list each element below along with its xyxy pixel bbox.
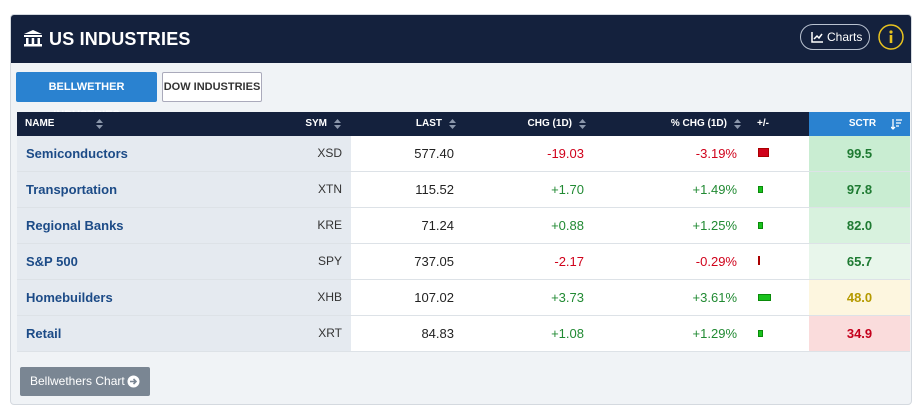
- sctr: 97.8: [809, 172, 910, 207]
- symbol: SPY: [231, 244, 351, 279]
- table-row: Retail XRT 84.83 +1.08 +1.29% 34.9: [17, 316, 910, 352]
- column-header[interactable]: CHG (1D): [466, 112, 596, 136]
- pct-change: -3.19%: [695, 146, 737, 161]
- symbol: XHB: [231, 280, 351, 315]
- change-bar: [758, 294, 771, 301]
- industry-name[interactable]: Transportation: [17, 172, 231, 207]
- column-label: NAME: [25, 118, 55, 129]
- sctr: 82.0: [809, 208, 910, 243]
- pct-change: +3.61%: [692, 290, 737, 305]
- column-header[interactable]: % CHG (1D): [596, 112, 751, 136]
- column-header[interactable]: LAST: [351, 112, 466, 136]
- symbol: XSD: [231, 136, 351, 171]
- column-header[interactable]: SYM: [231, 112, 351, 136]
- pct-change: +1.29%: [692, 326, 737, 341]
- tab[interactable]: BELLWETHER INDUSTRIES: [16, 72, 157, 121]
- charts-button[interactable]: Charts: [800, 24, 870, 50]
- last: 737.05: [414, 254, 454, 269]
- change-bar: [758, 256, 760, 265]
- pct-change: +1.49%: [692, 182, 737, 197]
- industry-name[interactable]: Regional Banks: [17, 208, 231, 243]
- change: -2.17: [554, 254, 584, 269]
- last: 107.02: [414, 290, 454, 305]
- table-row: Semiconductors XSD 577.40 -19.03 -3.19% 99.5: [17, 136, 910, 172]
- column-label: LAST: [415, 118, 442, 129]
- symbol: XRT: [231, 316, 351, 351]
- change-bar: [758, 330, 763, 337]
- table-row: Homebuilders XHB 107.02 +3.73 +3.61% 48.0: [17, 280, 910, 316]
- panel: US INDUSTRIES Charts BELLWETHER INDUSTRI…: [10, 14, 912, 405]
- charts-label: Charts: [827, 30, 863, 44]
- column-header[interactable]: +/-: [751, 112, 809, 136]
- header: US INDUSTRIES Charts: [11, 15, 911, 63]
- industry-name[interactable]: S&P 500: [17, 244, 231, 279]
- column-label: % CHG (1D): [670, 118, 727, 129]
- sctr: 48.0: [809, 280, 910, 315]
- footer-label: Bellwethers Chart: [30, 374, 125, 388]
- column-label: CHG (1D): [527, 118, 572, 129]
- sctr: 99.5: [809, 136, 910, 171]
- column-header[interactable]: NAME: [17, 112, 231, 136]
- change: +0.88: [551, 218, 584, 233]
- change: -19.03: [547, 146, 584, 161]
- change: +1.08: [551, 326, 584, 341]
- tab[interactable]: DOW INDUSTRIES: [162, 72, 262, 102]
- table-row: Transportation XTN 115.52 +1.70 +1.49% 97.8: [17, 172, 910, 208]
- bank-icon: [24, 30, 42, 47]
- pct-change: -0.29%: [695, 254, 737, 269]
- table-row: S&P 500 SPY 737.05 -2.17 -0.29% 65.7: [17, 244, 910, 280]
- symbol: XTN: [231, 172, 351, 207]
- change: +1.70: [551, 182, 584, 197]
- change-bar: [758, 148, 770, 157]
- pct-change: +1.25%: [692, 218, 737, 233]
- industry-name[interactable]: Homebuilders: [17, 280, 231, 315]
- column-label: SCTR: [848, 118, 877, 129]
- column-label: +/-: [757, 118, 769, 129]
- column-header[interactable]: SCTR: [809, 112, 910, 136]
- industry-name[interactable]: Retail: [17, 316, 231, 351]
- last: 115.52: [415, 182, 454, 197]
- change-bar: [758, 186, 764, 193]
- last: 84.83: [421, 326, 454, 341]
- symbol: KRE: [231, 208, 351, 243]
- column-label: SYM: [305, 118, 327, 129]
- sctr: 34.9: [809, 316, 910, 351]
- sctr: 65.7: [809, 244, 910, 279]
- change-bar: [758, 222, 763, 229]
- info-button[interactable]: [878, 24, 904, 50]
- change: +3.73: [551, 290, 584, 305]
- table-row: Regional Banks KRE 71.24 +0.88 +1.25% 82.0: [17, 208, 910, 244]
- last: 577.40: [414, 146, 454, 161]
- title: US INDUSTRIES: [49, 29, 191, 49]
- footer-button[interactable]: Bellwethers Chart: [20, 367, 150, 396]
- last: 71.24: [421, 218, 454, 233]
- industry-name[interactable]: Semiconductors: [17, 136, 231, 171]
